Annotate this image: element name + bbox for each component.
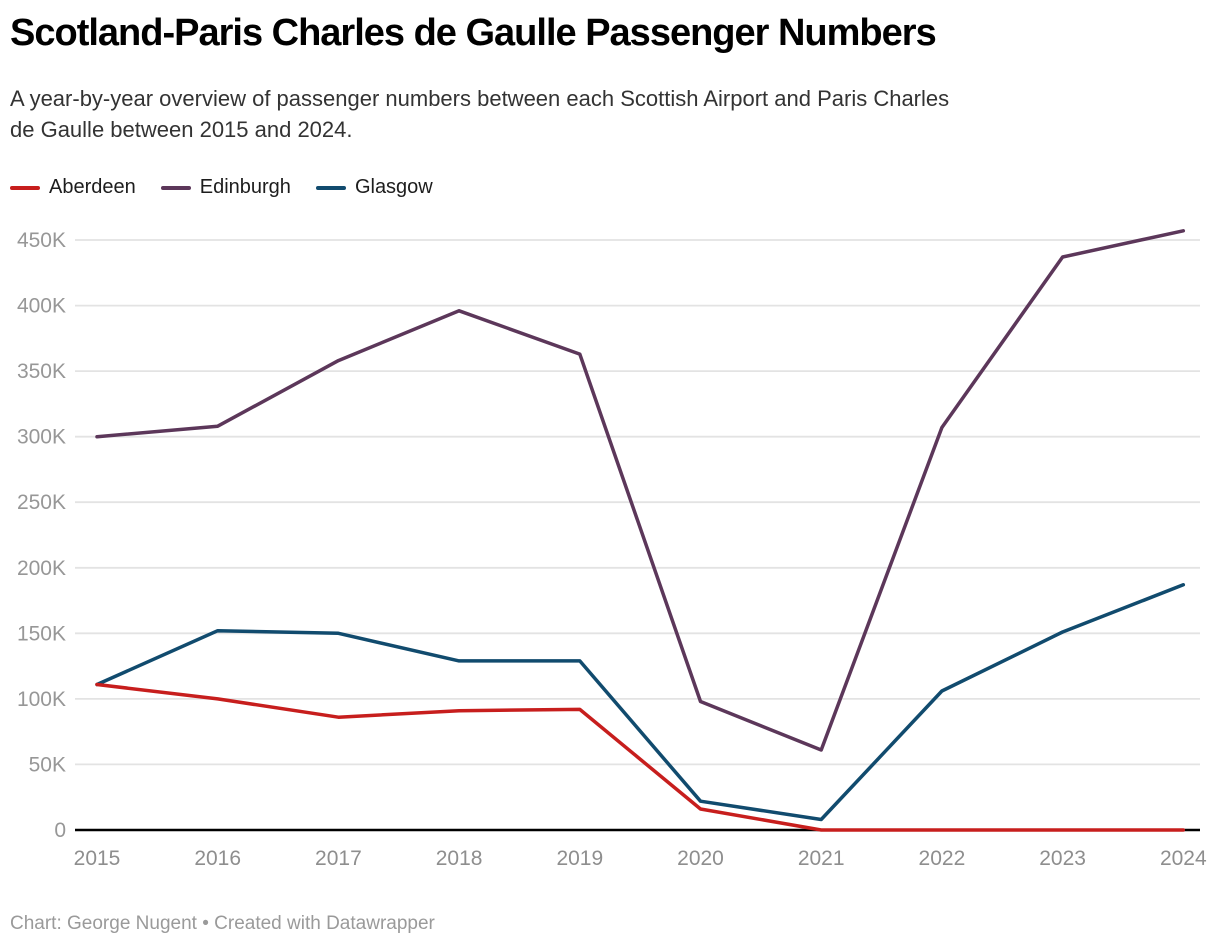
y-axis-tick-label: 250K (17, 491, 66, 514)
legend-item-edinburgh: Edinburgh (160, 176, 291, 199)
x-axis-tick-label: 2021 (798, 847, 845, 870)
chart-subtitle-line-2: de Gaulle between 2015 and 2024. (10, 117, 353, 142)
series-line-glasgow (95, 583, 1186, 822)
x-axis-tick-label: 2024 (1160, 847, 1207, 870)
legend-label-glasgow: Glasgow (354, 176, 433, 198)
x-axis-tick-label: 2019 (556, 847, 603, 870)
chart-subtitle-line-1: A year-by-year overview of passenger num… (10, 86, 950, 111)
legend-item-aberdeen: Aberdeen (10, 176, 136, 199)
chart-subtitle: A year-by-year overview of passenger num… (10, 83, 949, 145)
y-axis-tick-label: 300K (17, 426, 66, 449)
legend-label-edinburgh: Edinburgh (199, 176, 291, 198)
legend-label-aberdeen: Aberdeen (49, 176, 136, 198)
legend-swatch-glasgow (315, 185, 346, 190)
x-axis-tick-label: 2015 (74, 847, 121, 870)
y-axis-tick-label: 350K (17, 360, 66, 383)
y-axis-tick-label: 100K (17, 688, 66, 711)
x-axis-tick-label: 2020 (677, 847, 724, 870)
y-axis-tick-label: 0 (54, 819, 66, 842)
legend-item-glasgow: Glasgow (315, 176, 433, 199)
y-axis-tick-label: 150K (17, 622, 66, 645)
y-axis-tick-label: 200K (17, 557, 66, 580)
y-axis-tick-label: 400K (17, 295, 66, 318)
x-axis-tick-label: 2022 (919, 847, 966, 870)
x-axis-tick-label: 2016 (194, 847, 241, 870)
series-line-aberdeen (95, 682, 1186, 832)
line-chart-plot: 0 50K 100K 150K 200K 250K 300K 350K 400K 450K 2015… (17, 229, 1207, 870)
y-axis-tick-label: 50K (29, 753, 66, 776)
x-axis-tick-label: 2018 (436, 847, 483, 870)
legend-swatch-edinburgh (160, 185, 191, 190)
y-axis-tick-label: 450K (17, 229, 66, 252)
x-axis-tick-label: 2017 (315, 847, 362, 870)
legend-swatch-aberdeen (10, 185, 40, 190)
chart-title: Scotland-Paris Charles de Gaulle Passeng… (10, 12, 937, 54)
chart-credit: Chart: George Nugent • Created with Data… (10, 913, 435, 934)
x-axis-tick-label: 2023 (1039, 847, 1086, 870)
chart-legend: Aberdeen Edinburgh Glasgow (10, 176, 433, 199)
series-line-edinburgh (95, 229, 1186, 752)
